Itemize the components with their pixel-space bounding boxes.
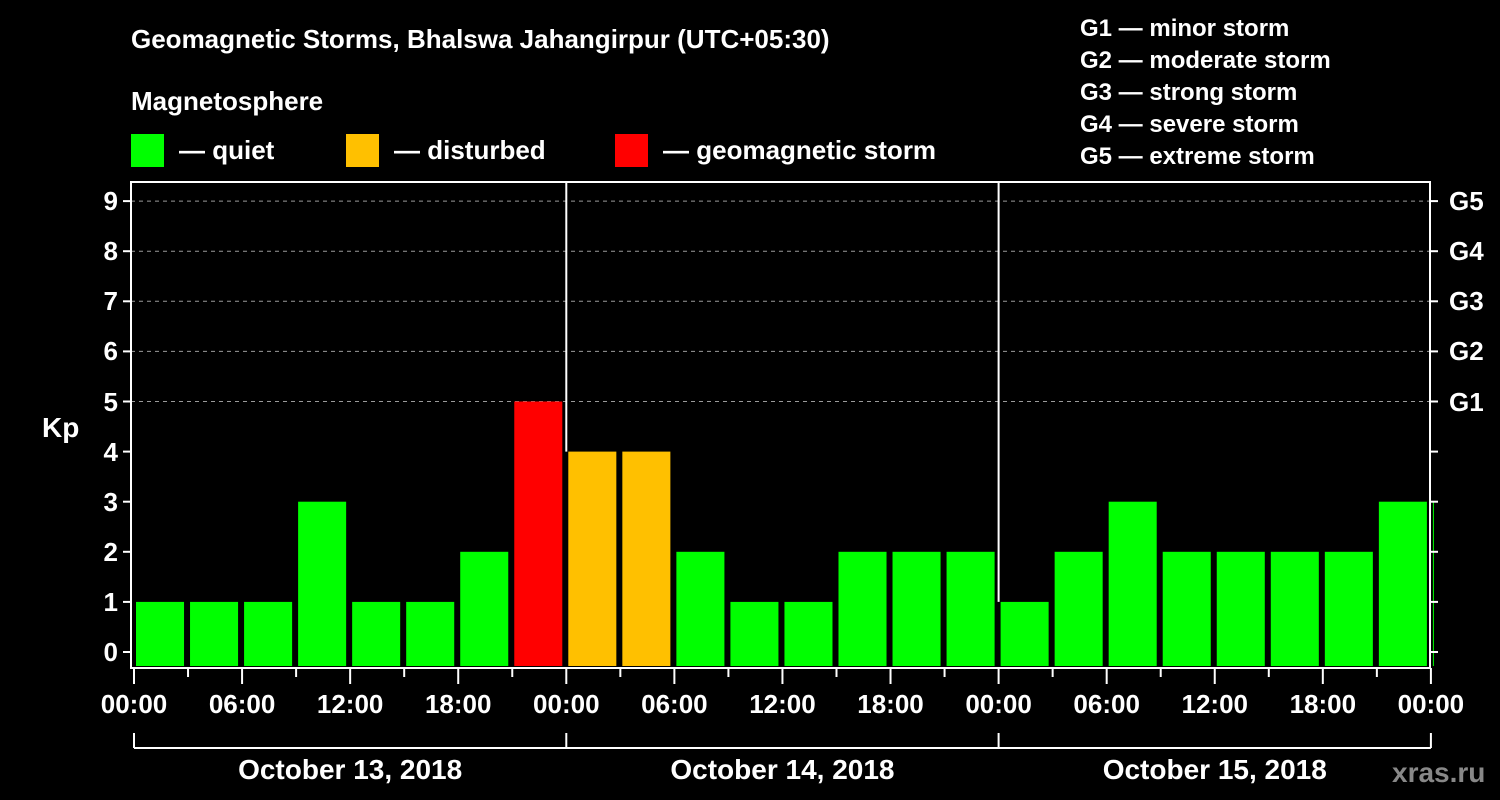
kp-bar [1108,501,1157,666]
y-tick-label: 5 [103,386,118,417]
gridlines [131,200,1430,402]
kp-bar [1054,551,1103,666]
kp-bar [730,601,779,666]
storm-scale-g3: G3 — strong storm [1080,79,1298,106]
kp-bar [190,601,239,666]
x-tick-label: 06:00 [1073,689,1140,719]
x-tick-label: 00:00 [100,689,168,719]
storm-scale-g1: G1 — minor storm [1080,15,1290,42]
legend-label-disturbed: — disturbed [394,134,546,165]
g-scale-label: G1 [1449,386,1484,417]
x-tick-label: 12:00 [316,689,384,719]
y-tick-label: 3 [103,486,118,517]
x-tick-label: 06:00 [641,689,708,719]
y-tick-label: 1 [103,586,118,617]
y-tick-label: 4 [103,436,118,467]
kp-bar [298,501,347,666]
x-tick-label: 00:00 [1397,689,1465,719]
chart-title: Geomagnetic Storms, Bhalswa Jahangirpur … [131,24,830,54]
g-scale-label: G2 [1449,336,1484,367]
kp-bar [838,551,887,666]
kp-bar [622,451,671,666]
storm-scale-legend: G1 — minor storm G2 — moderate storm G3 … [1080,13,1331,173]
y-tick-label: 8 [103,236,118,267]
kp-bar [784,601,833,666]
legend-swatch-storm [615,133,648,167]
kp-bar [1378,501,1427,666]
x-tick-label: 18:00 [1289,689,1357,719]
kp-bar [1270,551,1319,666]
storm-scale-g5: G5 — extreme storm [1080,143,1315,170]
kp-bar [892,551,941,666]
y-tick-label: 9 [103,186,118,217]
legend-storm: — geomagnetic storm [615,133,936,167]
x-tick-label: 18:00 [857,689,924,719]
kp-bar [460,551,509,666]
legend-label-storm: — geomagnetic storm [663,134,937,165]
y-tick-label: 7 [103,286,118,317]
g-scale-label: G5 [1449,186,1484,217]
date-label: October 13, 2018 [238,754,463,785]
kp-bar [1324,551,1373,666]
kp-bar [244,601,293,666]
x-tick-label: 18:00 [424,689,492,719]
kp-bar [1000,601,1049,666]
kp-bar [136,601,185,666]
g-scale-label: G3 [1449,286,1484,317]
kp-bar [352,601,401,666]
kp-bar [1162,551,1211,666]
kp-bar [406,601,455,666]
storm-scale-g4: G4 — severe storm [1080,111,1299,138]
x-tick-label: 00:00 [965,689,1032,719]
chart-subtitle: Magnetosphere [131,86,324,116]
legend-quiet: — quiet [131,133,274,167]
kp-bar [946,551,995,666]
y-tick-label: 6 [103,336,118,367]
y-tick-label: 2 [103,536,118,567]
date-label: October 15, 2018 [1102,754,1327,785]
legend-label-quiet: — quiet [179,134,275,165]
storm-scale-g2: G2 — moderate storm [1080,47,1331,74]
x-tick-label: 12:00 [1181,689,1249,719]
plot-frame [123,181,1438,749]
x-tick-label: 06:00 [208,689,276,719]
legend-disturbed: — disturbed [346,133,546,167]
kp-bar [1432,501,1434,666]
y-tick-label: 0 [103,637,118,667]
date-label: October 14, 2018 [670,754,895,785]
legend-swatch-quiet [131,133,164,167]
x-tick-label: 12:00 [749,689,816,719]
legend-swatch-disturbed [346,133,379,167]
y-axis-label: Kp [42,412,80,443]
kp-bar [514,401,563,666]
kp-bar [568,451,617,666]
kp-bar [1216,551,1265,666]
watermark: xras.ru [1392,757,1486,788]
bars [136,401,1434,666]
kp-bar [676,551,725,666]
g-scale-label: G4 [1449,236,1484,267]
x-tick-label: 00:00 [533,689,600,719]
